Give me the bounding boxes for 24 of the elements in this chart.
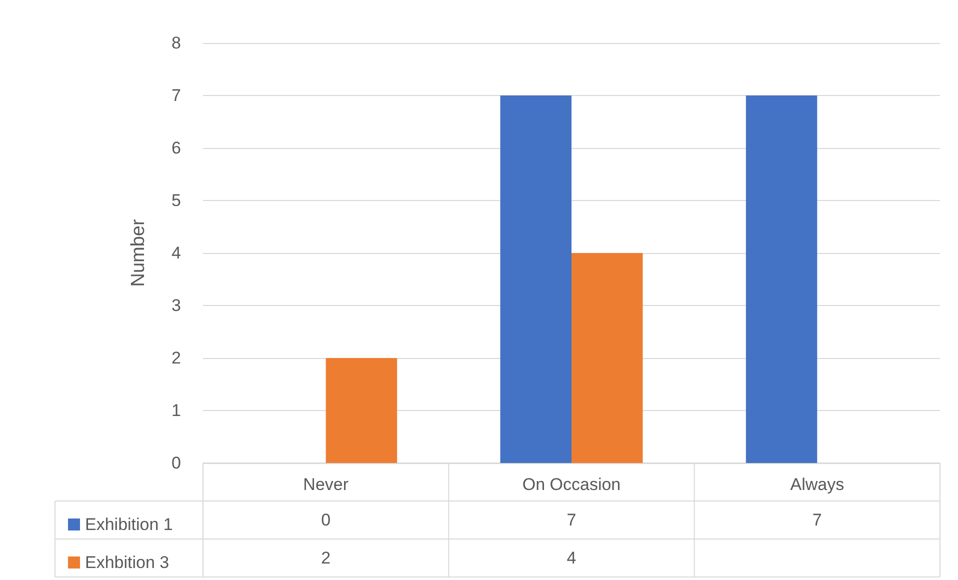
y-tick-label: 2 <box>172 348 181 368</box>
y-tick-label: 8 <box>172 34 181 52</box>
y-tick-label: 0 <box>172 454 181 472</box>
data-label: 7 <box>812 510 822 530</box>
x-tick-label: On Occasion <box>522 475 621 494</box>
y-tick-label: 3 <box>172 296 181 315</box>
y-tick-label: 1 <box>172 401 181 420</box>
x-tick-label: Always <box>790 475 844 494</box>
bar <box>500 96 572 463</box>
y-axis-title: Number <box>128 218 149 287</box>
legend-label: Exhbition 3 <box>85 553 170 572</box>
bar <box>326 358 398 463</box>
data-label: 4 <box>566 548 576 568</box>
y-tick-label: 4 <box>172 244 181 262</box>
y-tick-label: 7 <box>172 86 181 105</box>
legend-label: Exhibition 1 <box>85 515 173 534</box>
data-label: 0 <box>321 510 331 530</box>
bar <box>572 253 643 463</box>
y-tick-label: 6 <box>172 138 181 158</box>
y-tick-label: 5 <box>172 191 181 210</box>
data-label: 2 <box>321 548 331 568</box>
x-tick-label: Never <box>303 475 349 494</box>
data-label: 7 <box>566 510 576 530</box>
bar <box>746 96 818 463</box>
